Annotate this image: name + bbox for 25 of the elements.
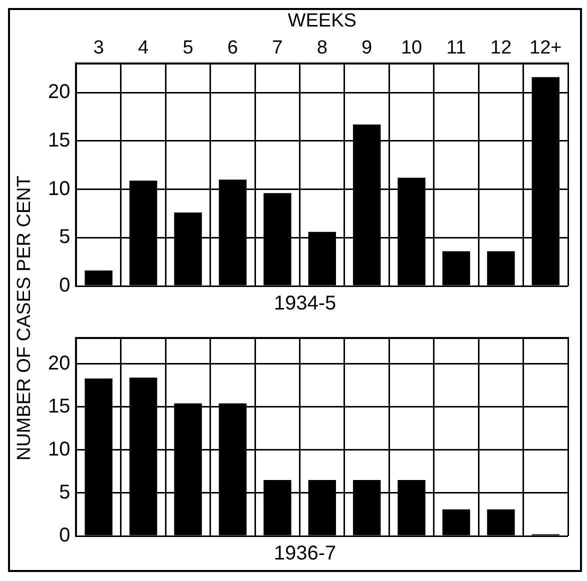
- y-tick-label: 10: [48, 438, 70, 460]
- x-tick-label: 8: [316, 37, 328, 58]
- y-tick-label: 5: [59, 226, 70, 248]
- y-tick-label: 5: [59, 481, 70, 504]
- x-tick-label: 11: [446, 37, 466, 58]
- y-tick-label: 20: [48, 352, 70, 374]
- x-axis-title: WEEKS: [288, 10, 356, 32]
- y-tick-label: 0: [59, 524, 70, 547]
- y-tick-label: 15: [48, 395, 70, 418]
- y-tick-label: 0: [59, 274, 70, 297]
- text: 1936-7: [274, 542, 336, 565]
- x-tick-label: 3: [93, 37, 104, 58]
- x-tick-label: 5: [182, 37, 194, 58]
- x-tick-label: 10: [400, 37, 422, 58]
- y-tick-label: 20: [48, 81, 70, 104]
- y-axis-title: NUMBER OF CASES PER CENT: [14, 175, 36, 461]
- y-tick-label: 10: [48, 178, 70, 200]
- x-tick-label: 12+: [530, 37, 562, 58]
- x-tick-label: 9: [362, 37, 372, 58]
- y-tick-label: 15: [48, 129, 70, 152]
- x-tick-label: 6: [227, 37, 238, 58]
- text: 1934-5: [274, 292, 336, 315]
- x-tick-label: 4: [138, 37, 150, 58]
- x-tick-label: 7: [272, 37, 283, 58]
- x-tick-label: 12: [490, 37, 512, 58]
